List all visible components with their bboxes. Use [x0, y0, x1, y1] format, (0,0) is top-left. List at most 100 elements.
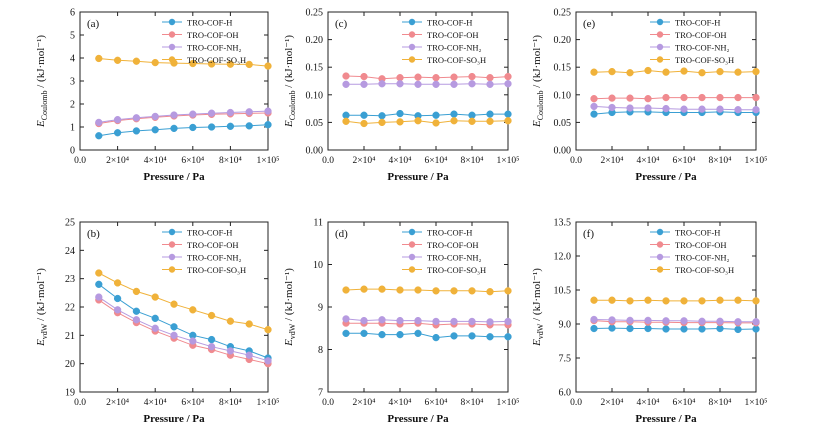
- data-point: [626, 104, 634, 112]
- data-point: [396, 316, 404, 325]
- data-point: [504, 110, 512, 118]
- x-tick-label: 0.0: [74, 156, 86, 166]
- data-point: [716, 93, 724, 102]
- legend-marker: [408, 241, 416, 248]
- data-point: [626, 316, 634, 325]
- panel-label: (a): [87, 18, 100, 30]
- plot-frame: [575, 11, 757, 151]
- data-point: [342, 315, 350, 323]
- data-point: [95, 118, 103, 127]
- y-label-unit: / (kJ·mol⁻¹): [531, 35, 543, 91]
- x-tick-label: 2×10⁴: [353, 398, 377, 408]
- data-point: [432, 333, 440, 342]
- y-tick-label: 22: [65, 303, 75, 314]
- data-point: [504, 317, 512, 326]
- x-tick-label: 1×10⁵: [745, 398, 768, 408]
- data-point: [226, 317, 235, 325]
- x-tick-label: 0.0: [570, 156, 582, 166]
- y-tick-label: 9.0: [559, 320, 572, 331]
- data-point: [207, 335, 216, 344]
- y-tick-label: 0.15: [554, 63, 572, 74]
- legend-label: TRO-COF-SO₃H: [427, 265, 486, 275]
- data-point: [264, 121, 272, 129]
- y-tick-label: 0.20: [554, 35, 572, 46]
- x-tick-label: 4×10⁴: [144, 398, 168, 408]
- data-point: [662, 317, 670, 325]
- data-point: [626, 297, 634, 305]
- data-point: [189, 59, 197, 68]
- x-tick-label: 8×10⁴: [219, 156, 243, 166]
- legend-marker: [656, 253, 664, 261]
- data-point: [504, 287, 512, 295]
- x-tick-label: 0.0: [74, 398, 86, 408]
- data-point: [342, 80, 350, 88]
- chart-panel: 0.0 2×10⁴ 4×10⁴ 6×10⁴ 8×10⁴ 1×10⁵ 6.0 7.5 9.0 10.…: [531, 218, 767, 426]
- legend-marker: [168, 228, 176, 236]
- data-point: [486, 288, 494, 296]
- x-tick-label: 2×10⁴: [353, 156, 377, 166]
- data-point: [662, 93, 670, 102]
- y-tick-label: 7.5: [559, 354, 572, 365]
- data-point: [245, 351, 253, 359]
- panel-label: (c): [335, 18, 348, 30]
- data-point: [468, 332, 476, 340]
- data-point: [486, 110, 494, 118]
- y-label-subscript: Coulomb: [40, 91, 49, 121]
- x-axis-label: Pressure / Pa: [143, 413, 205, 425]
- data-point: [207, 60, 216, 68]
- data-point: [504, 117, 512, 125]
- legend-label: TRO-COF-SO₃H: [187, 265, 246, 275]
- x-tick-label: 2×10⁴: [106, 398, 130, 408]
- data-point: [698, 69, 706, 77]
- data-point: [450, 110, 458, 118]
- series-line: [345, 120, 509, 125]
- data-point: [662, 297, 670, 305]
- y-tick-label: 0.10: [306, 90, 324, 101]
- data-point: [590, 110, 598, 118]
- data-point: [644, 66, 652, 75]
- data-point: [734, 318, 742, 326]
- data-point: [360, 80, 368, 88]
- legend-label: TRO-COF-OH: [675, 240, 726, 250]
- series-line: [593, 97, 756, 100]
- data-point: [95, 132, 103, 140]
- y-tick-label: 4: [70, 54, 75, 65]
- panel-label: (e): [583, 18, 596, 30]
- y-tick-label: 20: [65, 359, 75, 370]
- y-tick-label: 8: [318, 345, 323, 356]
- y-tick-label: 2: [70, 100, 75, 111]
- data-point: [226, 122, 235, 130]
- data-point: [95, 293, 103, 301]
- legend-label: TRO-COF-H: [675, 227, 720, 237]
- y-tick-label: 6: [70, 8, 75, 19]
- data-point: [716, 317, 724, 325]
- series-line: [593, 105, 756, 111]
- data-point: [734, 68, 742, 76]
- data-point: [504, 72, 512, 81]
- data-point: [113, 294, 122, 303]
- y-tick-label: 11: [313, 218, 323, 229]
- data-point: [170, 300, 178, 308]
- x-tick-label: 4×10⁴: [389, 398, 413, 408]
- legend-marker: [656, 241, 664, 248]
- x-axis-label: Pressure / Pa: [387, 171, 449, 183]
- data-point: [170, 111, 178, 119]
- data-point: [414, 80, 422, 88]
- y-label-unit: / (kJ·mol⁻¹): [283, 35, 295, 91]
- series-line: [98, 112, 269, 124]
- data-point: [626, 69, 634, 77]
- y-tick-label: 0.00: [554, 146, 572, 157]
- data-point: [486, 318, 494, 326]
- legend-marker: [408, 228, 416, 236]
- x-tick-label: 1×10⁵: [257, 398, 280, 408]
- legend-label: TRO-COF-NH₂: [675, 252, 729, 262]
- series-line: [346, 113, 508, 117]
- series-line: [345, 288, 509, 293]
- legend-marker: [408, 43, 416, 51]
- data-point: [680, 297, 688, 305]
- legend-label: TRO-COF-H: [427, 227, 472, 237]
- data-point: [468, 317, 476, 326]
- data-point: [432, 111, 440, 119]
- x-tick-label: 4×10⁴: [637, 156, 661, 166]
- data-point: [752, 106, 760, 114]
